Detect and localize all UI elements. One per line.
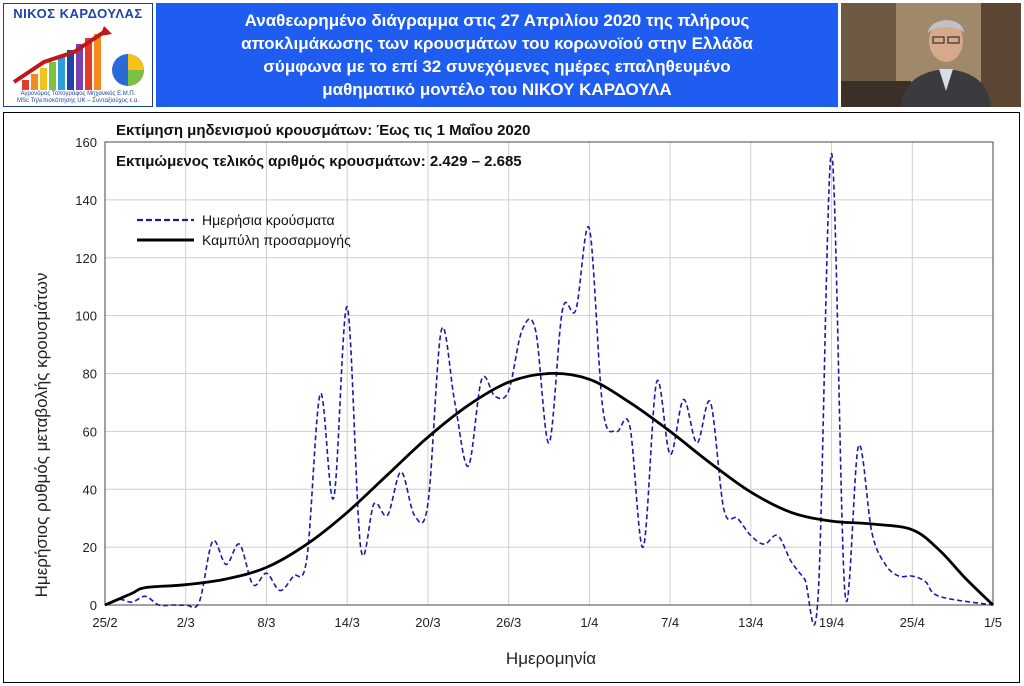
- title-line-2: αποκλιμάκωσης των κρουσμάτων του κορωνοϊ…: [241, 34, 753, 53]
- x-tick-label: 7/4: [661, 615, 679, 630]
- series: [104, 152, 994, 626]
- y-tick-label: 140: [75, 193, 97, 208]
- x-tick-label: 13/4: [738, 615, 763, 630]
- legend-label-fit: Καμπύλη προσαρμογής: [202, 232, 351, 248]
- x-axis-label: Ημερομηνία: [506, 649, 596, 668]
- author-logo: ΝΙΚΟΣ ΚΑΡΔΟΥΛΑΣ Αγρονόμος Τοπογράφος Μηχ…: [3, 3, 153, 107]
- y-tick-label: 20: [83, 540, 97, 555]
- title-line-4: μαθηματικό μοντέλο του ΝΙΚΟΥ ΚΑΡΔΟΥΛΑ: [322, 80, 672, 99]
- title-line-1: Αναθεωρημένο διάγραμμα στις 27 Απριλίου …: [244, 11, 750, 30]
- series-line-daily-cases: [104, 152, 994, 626]
- y-tick-label: 60: [83, 424, 97, 439]
- x-tick-label: 19/4: [819, 615, 844, 630]
- y-tick-label: 0: [90, 598, 97, 613]
- header: ΝΙΚΟΣ ΚΑΡΔΟΥΛΑΣ Αγρονόμος Τοπογράφος Μηχ…: [0, 0, 1024, 112]
- y-axis-ticks: 0 20 40 60 80 100 120 140 160: [75, 135, 97, 613]
- chart-panel: 0 20 40 60 80 100 120 140 160 25/2 2/3 8/3 14/3 20/3…: [3, 112, 1020, 683]
- x-tick-label: 26/3: [496, 615, 521, 630]
- x-tick-label: 25/4: [900, 615, 925, 630]
- y-tick-label: 80: [83, 367, 97, 382]
- logo-subtitle: Αγρονόμος Τοπογράφος Μηχανικός Ε.Μ.Π. MS…: [4, 91, 152, 105]
- y-axis-label: Ημερήσιος ρυθμός μεταβολής κρουσμάτων: [32, 273, 51, 598]
- title-line-3: σύμφωνα με το επί 32 συνεχόμενες ημέρες …: [263, 57, 731, 76]
- y-tick-label: 160: [75, 135, 97, 150]
- line-chart: 0 20 40 60 80 100 120 140 160 25/2 2/3 8/3 14/3 20/3…: [32, 122, 1002, 668]
- legend: Ημερήσια κρούσματα Καμπύλη προσαρμογής: [137, 212, 351, 248]
- y-tick-label: 100: [75, 309, 97, 324]
- logo-name: ΝΙΚΟΣ ΚΑΡΔΟΥΛΑΣ: [13, 6, 143, 21]
- x-axis-ticks: 25/2 2/3 8/3 14/3 20/3 26/3 1/4 7/4 13/4 19/4 25/4…: [92, 615, 1002, 630]
- author-photo: [841, 3, 1021, 107]
- x-tick-label: 14/3: [335, 615, 360, 630]
- logo-subtitle-line-1: Αγρονόμος Τοπογράφος Μηχανικός Ε.Μ.Π.: [20, 91, 136, 97]
- x-tick-label: 2/3: [177, 615, 195, 630]
- x-tick-label: 1/4: [580, 615, 598, 630]
- annotation-final-cases: Εκτιμώμενος τελικός αριθμός κρουσμάτων: …: [116, 153, 522, 170]
- x-tick-label: 20/3: [415, 615, 440, 630]
- annotation-zero-date: Εκτίμηση μηδενισμού κρουσμάτων: Έως τις …: [116, 122, 530, 139]
- y-tick-label: 40: [83, 482, 97, 497]
- logo-subtitle-line-2: MSc Τηλεπισκόπησης UK – Συνταξιούχος ε.α…: [16, 98, 140, 104]
- legend-label-daily: Ημερήσια κρούσματα: [202, 212, 335, 228]
- x-tick-label: 1/5: [984, 615, 1002, 630]
- y-tick-label: 120: [75, 251, 97, 266]
- portrait-image: [841, 3, 1021, 107]
- series-line-fit-curve: [104, 372, 994, 607]
- plot-area: [104, 141, 994, 606]
- x-tick-label: 25/2: [92, 615, 117, 630]
- logo-graphic: [12, 26, 144, 90]
- page-title: Αναθεωρημένο διάγραμμα στις 27 Απριλίου …: [156, 3, 838, 107]
- x-tick-label: 8/3: [257, 615, 275, 630]
